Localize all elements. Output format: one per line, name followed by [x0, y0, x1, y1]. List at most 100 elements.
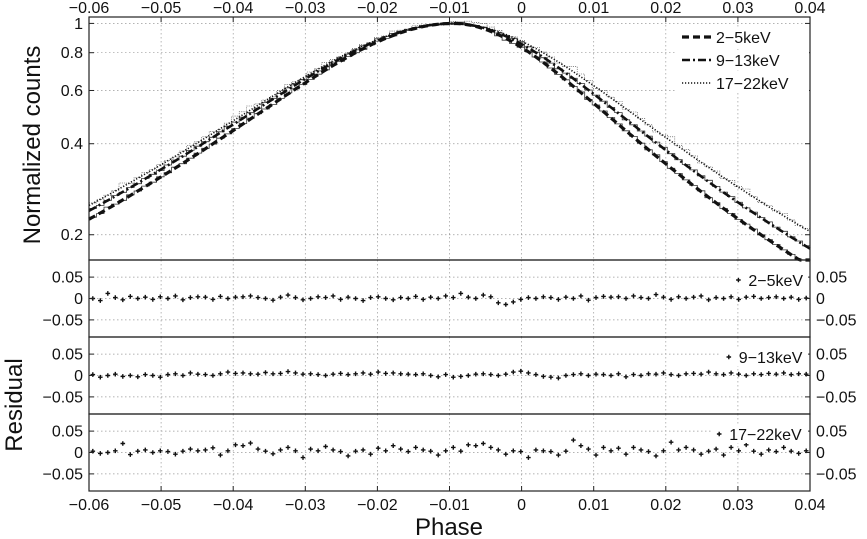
residual-point [631, 293, 636, 299]
residual-point [180, 297, 186, 303]
legend-entry-background [676, 73, 809, 93]
residual-point [323, 373, 328, 378]
residual-point [458, 374, 464, 379]
residual-point [143, 372, 148, 377]
x-tick-label-bottom: 0.03 [722, 497, 753, 514]
residual-point [353, 296, 358, 301]
residual-point [638, 295, 644, 300]
residual-point [338, 297, 343, 302]
residual-point [676, 447, 681, 453]
residual-point [405, 371, 411, 377]
y-tick-label: 0.6 [61, 83, 83, 100]
residual-point [518, 368, 524, 374]
residual-y-tick-label-right: −0.05 [816, 466, 857, 483]
y-axis-label-residual: Residual [1, 358, 28, 451]
residual-y-tick-label-left: −0.05 [43, 312, 84, 329]
residual-point [451, 295, 456, 300]
residual-point [405, 296, 411, 301]
x-tick-label-bottom: −0.02 [357, 497, 398, 514]
tick-labels: −0.06 −0.05 −0.04 −0.03 −0.02 −0.01 0 0.01 0.02 0… [43, 0, 857, 514]
residual-point [203, 447, 208, 453]
residual-point [691, 371, 696, 376]
residual-point [608, 448, 614, 454]
residual-point [571, 372, 576, 377]
residual-point [653, 371, 659, 377]
residual-point [601, 445, 606, 450]
residual-point [743, 442, 749, 448]
residual-point [556, 375, 561, 381]
residual-point [473, 443, 479, 448]
residual-point [608, 294, 614, 300]
residual-point [405, 449, 411, 454]
residual-point [713, 371, 719, 377]
residual-point [105, 373, 111, 378]
residual-point [390, 370, 396, 376]
residual-point [616, 294, 621, 300]
residual-point [158, 294, 163, 300]
residual-point [706, 369, 711, 375]
residual-point [300, 297, 306, 303]
legend-label-3: 17−22keV [716, 76, 789, 93]
residual-point [113, 371, 118, 377]
residual-y-tick-label-left: −0.05 [43, 466, 84, 483]
x-tick-label-top: −0.05 [141, 0, 182, 17]
residual-point [128, 294, 133, 299]
residual-point [315, 294, 321, 300]
residual-point [398, 371, 403, 377]
residual-point [736, 371, 741, 377]
residual-point [135, 296, 141, 301]
residual-panels [90, 291, 809, 460]
x-tick-label-top: 0.03 [722, 0, 753, 17]
residual-point [571, 296, 576, 301]
residual-point [586, 446, 591, 452]
residual-point [173, 293, 178, 299]
residual-point [743, 294, 749, 300]
residual-point [413, 294, 418, 299]
residual-point [661, 448, 666, 454]
residual-point [623, 374, 629, 380]
residual-point [683, 445, 689, 450]
residual-point [120, 297, 126, 303]
residual-legend-label-2: 9−13keV [739, 350, 803, 367]
residual-point [601, 372, 606, 377]
residual-point [451, 374, 456, 380]
residual-point [143, 294, 148, 300]
residual-point [698, 293, 704, 299]
residual-point [105, 291, 111, 296]
residual-point [578, 443, 584, 448]
x-tick-label-top: −0.03 [285, 0, 326, 17]
residual-point [368, 451, 373, 457]
x-tick-label-bottom: −0.03 [285, 497, 326, 514]
residual-point [728, 445, 734, 450]
residual-y-tick-label-right: 0.05 [816, 270, 847, 287]
residual-point [345, 372, 351, 377]
residual-point [233, 294, 238, 300]
residual-point [120, 374, 126, 379]
residual-point [188, 295, 193, 300]
residual-point [263, 296, 268, 301]
residual-point [638, 447, 644, 453]
residual-point [721, 372, 726, 377]
residual-point [255, 295, 261, 300]
residual-point [233, 371, 238, 376]
residual-point [150, 373, 156, 378]
residual-point [458, 291, 464, 296]
residual-point [781, 296, 786, 301]
x-tick-label-top: 0.02 [650, 0, 681, 17]
x-tick-label-top: −0.02 [357, 0, 398, 17]
residual-y-tick-label-right: −0.05 [816, 312, 857, 329]
residual-point [390, 297, 396, 303]
residual-point [691, 447, 696, 453]
x-tick-label-bottom: 0.04 [794, 497, 825, 514]
residual-point [563, 294, 569, 300]
residual-point [180, 448, 186, 454]
residual-point [578, 293, 584, 299]
y-axis-label-normalized-counts: Normalized counts [19, 46, 46, 245]
residual-point [481, 292, 486, 298]
residual-point [758, 296, 764, 301]
residual-point [503, 451, 509, 457]
residual-point [676, 294, 681, 300]
residual-point [90, 372, 96, 377]
residual-point [360, 447, 366, 453]
panel-frames [88, 16, 811, 492]
